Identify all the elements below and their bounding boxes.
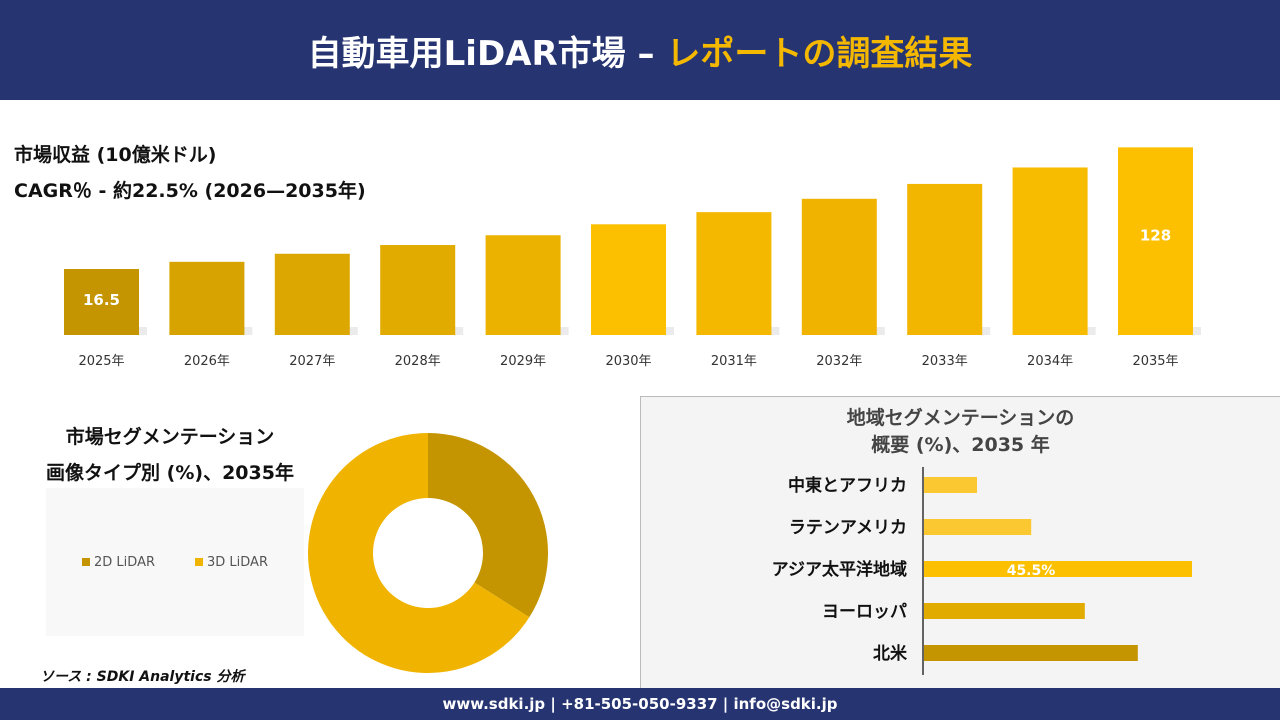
- revenue-bar: [380, 245, 456, 335]
- data-label: 16.5: [83, 291, 120, 309]
- revenue-bar-chart: 2025年 16.5 2026年 2027年 2028年 2029年 2030年 2031年 2…: [64, 147, 1201, 369]
- region-bar: [924, 603, 1085, 619]
- x-tick-label: 2032年: [816, 354, 862, 369]
- revenue-bar: [485, 235, 561, 335]
- revenue-bar: [1118, 147, 1193, 335]
- donut-chart: [308, 433, 548, 673]
- region-bar: [924, 561, 1192, 577]
- region-label: ラテンアメリカ: [789, 518, 907, 538]
- title-accent: レポートの調査結果: [666, 33, 973, 74]
- x-tick-label: 2031年: [711, 354, 757, 369]
- revenue-title: 市場収益 (10億米ドル): [14, 144, 217, 166]
- revenue-bar: [169, 261, 245, 335]
- donut-legend: 2D LiDAR 3D LiDAR: [46, 488, 304, 636]
- revenue-bar: [696, 212, 772, 335]
- revenue-bar: [64, 269, 139, 335]
- region-label: 中東とアフリカ: [788, 475, 907, 496]
- region-label: 北米: [873, 643, 908, 664]
- donut-title-line1: 市場セグメンテーション: [65, 426, 275, 448]
- region-title-line2: 概要 (%)、2035 年: [871, 434, 1050, 456]
- x-tick-label: 2028年: [395, 354, 441, 369]
- region-bar: [924, 519, 1032, 535]
- cagr-subtitle: CAGR％ - 約22.5% (2026—2035年): [14, 180, 366, 202]
- legend-label: 3D LiDAR: [207, 554, 268, 570]
- header-banner: 自動車用LiDAR市場 – レポートの調査結果: [0, 0, 1280, 100]
- donut-slice: [428, 433, 548, 618]
- revenue-bar: [274, 253, 350, 335]
- region-title-line1: 地域セグメンテーションの: [846, 407, 1075, 429]
- revenue-bar: [1012, 167, 1088, 335]
- x-tick-label: 2035年: [1132, 354, 1178, 369]
- region-title: 地域セグメンテーションの 概要 (%)、2035 年: [641, 405, 1280, 459]
- x-tick-label: 2025年: [78, 354, 124, 369]
- region-label: アジア太平洋地域: [772, 559, 907, 580]
- revenue-bar: [907, 183, 983, 335]
- donut-title-line2: 画像タイプ別 (%)、2035年: [46, 462, 294, 484]
- region-panel: 地域セグメンテーションの 概要 (%)、2035 年 中東とアフリカ ラテンアメリカ…: [640, 396, 1280, 688]
- donut-slice: [308, 433, 530, 673]
- legend-item-3d: 3D LiDAR: [195, 555, 268, 570]
- revenue-bar: [801, 198, 877, 335]
- x-tick-label: 2034年: [1027, 354, 1073, 369]
- data-label: 45.5%: [1007, 563, 1056, 579]
- x-tick-label: 2029年: [500, 354, 546, 369]
- legend-label: 2D LiDAR: [94, 554, 155, 570]
- region-label: ヨーロッパ: [822, 602, 907, 622]
- title-main: 自動車用LiDAR市場 –: [307, 33, 655, 74]
- revenue-bar: [591, 224, 666, 335]
- data-label: 128: [1140, 226, 1171, 244]
- x-tick-label: 2030年: [605, 354, 651, 369]
- source-note: ソース : SDKI Analytics 分析: [40, 669, 245, 685]
- x-tick-label: 2027年: [289, 354, 335, 369]
- footer-contact: www.sdki.jp | +81-505-050-9337 | info@sd…: [0, 688, 1280, 720]
- x-tick-label: 2026年: [184, 354, 230, 369]
- legend-item-2d: 2D LiDAR: [82, 555, 155, 570]
- region-bar: [924, 477, 978, 493]
- x-tick-label: 2033年: [922, 354, 968, 369]
- region-bar: [924, 645, 1138, 661]
